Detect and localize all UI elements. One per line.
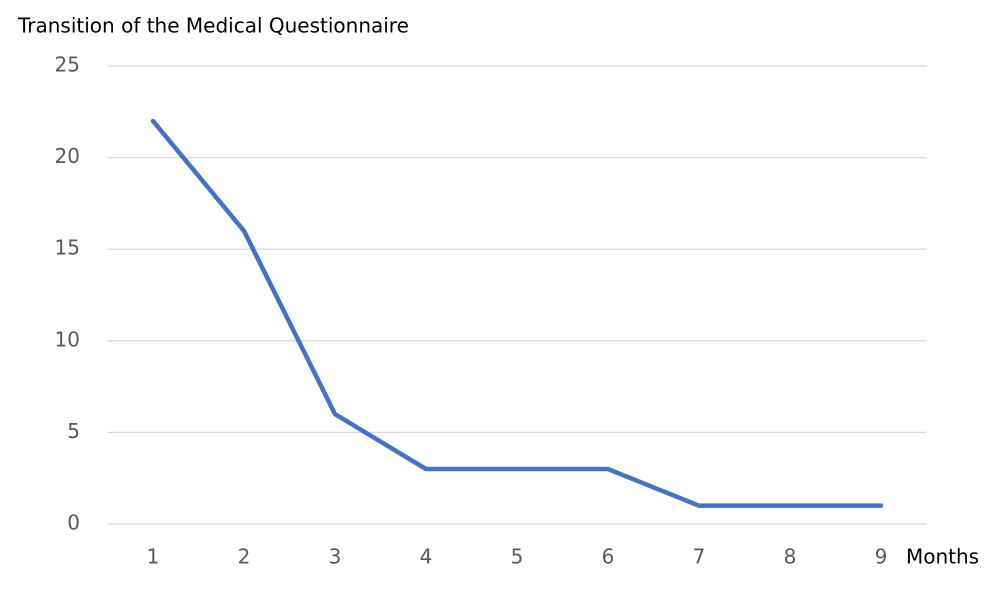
chart-title: Transition of the Medical Questionnaire — [17, 14, 409, 38]
y-tick-label: 25 — [55, 53, 80, 77]
x-tick-label: 1 — [147, 545, 160, 569]
x-tick-label: 8 — [784, 545, 797, 569]
x-tick-label: 3 — [329, 545, 342, 569]
x-tick-label: 5 — [511, 545, 524, 569]
y-tick-label: 20 — [55, 144, 80, 168]
y-tick-label: 15 — [55, 236, 80, 260]
x-tick-label: 7 — [693, 545, 706, 569]
x-tick-label: 9 — [875, 545, 888, 569]
y-tick-label: 5 — [67, 419, 80, 443]
data-line — [150, 118, 884, 508]
x-tick-label: 2 — [238, 545, 251, 569]
y-tick-label: 10 — [55, 327, 80, 351]
x-axis-label: Months — [906, 545, 979, 569]
x-tick-label: 6 — [602, 545, 615, 569]
y-tick-label: 0 — [67, 511, 80, 535]
x-tick-label: 4 — [420, 545, 433, 569]
